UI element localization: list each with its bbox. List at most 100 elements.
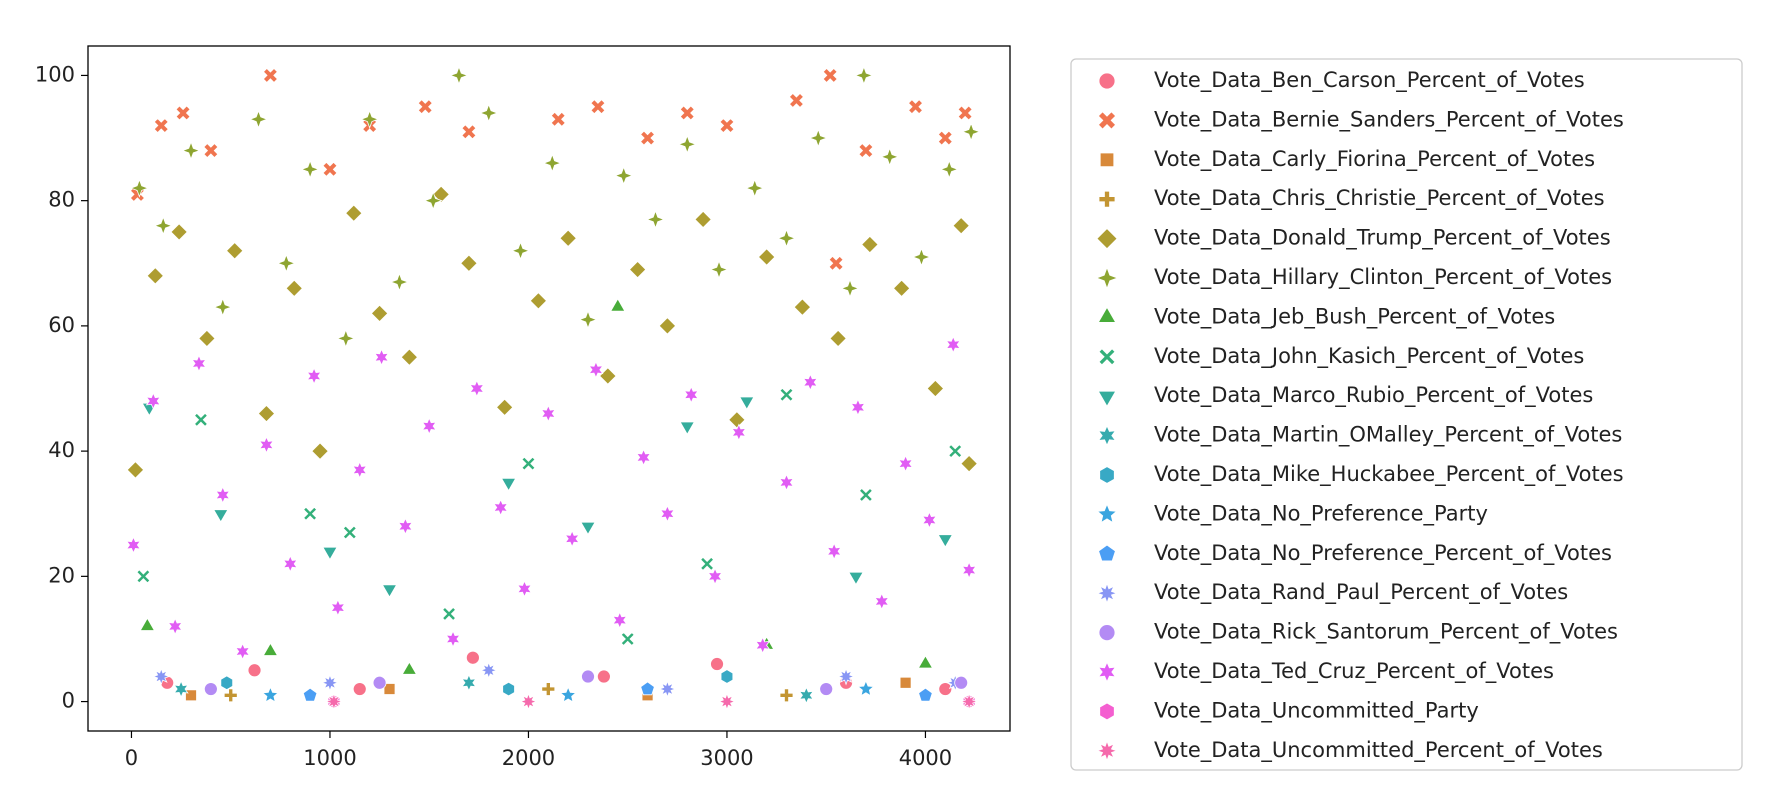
point: [640, 681, 655, 696]
point: [460, 254, 478, 272]
point: [282, 555, 298, 573]
point: [146, 267, 164, 285]
point: [578, 310, 598, 330]
legend-label: Vote_Data_Ben_Carson_Percent_of_Votes: [1154, 68, 1585, 93]
point: [848, 571, 864, 586]
point: [220, 675, 234, 691]
point: [257, 404, 276, 423]
point: [778, 473, 795, 492]
point: [542, 153, 562, 173]
point: [153, 216, 173, 236]
point: [465, 650, 480, 665]
point: [659, 504, 676, 523]
point: [502, 681, 515, 697]
point: [258, 436, 275, 454]
legend-marker: [1098, 624, 1116, 641]
point: [423, 191, 443, 211]
point: [311, 442, 329, 460]
point: [198, 329, 216, 348]
point: [373, 348, 390, 366]
y-tick-label: 20: [48, 563, 75, 587]
point: [707, 567, 723, 586]
plot-frame: [87, 45, 1011, 732]
point: [612, 611, 628, 629]
y-tick-label: 60: [48, 313, 75, 337]
point: [559, 686, 577, 703]
point: [728, 411, 746, 429]
point: [342, 525, 357, 540]
point: [679, 421, 695, 435]
point: [826, 542, 842, 561]
point: [614, 165, 634, 186]
point: [360, 109, 380, 129]
point: [519, 692, 538, 711]
point: [926, 379, 945, 398]
point: [181, 140, 201, 161]
legend-marker: [1098, 544, 1116, 562]
x-tick-label: 4000: [899, 746, 952, 770]
point: [918, 687, 933, 702]
point: [479, 103, 499, 123]
point: [960, 692, 979, 711]
legend-marker: [1097, 306, 1117, 323]
legend-marker: [1099, 466, 1115, 484]
point: [510, 241, 531, 261]
legend: Vote_Data_Ben_Carson_Percent_of_Votes Vot…: [1070, 58, 1743, 771]
point: [389, 272, 410, 292]
legend-label: Vote_Data_No_Preference_Party: [1154, 501, 1488, 526]
point: [776, 228, 797, 248]
point: [683, 385, 699, 404]
point: [167, 617, 183, 636]
point: [262, 67, 278, 83]
point: [808, 128, 828, 148]
point: [911, 247, 932, 267]
point: [897, 454, 914, 473]
point: [948, 444, 963, 459]
point: [850, 398, 866, 417]
point: [401, 661, 418, 675]
point: [599, 367, 617, 385]
point: [960, 454, 978, 473]
point: [336, 328, 356, 349]
point: [610, 298, 626, 312]
point: [191, 354, 207, 373]
legend-marker: [1097, 111, 1117, 130]
legend-label: Vote_Data_Mike_Huckabee_Percent_of_Votes: [1154, 462, 1624, 487]
legend-label: Vote_Data_Jeb_Bush_Percent_of_Votes: [1154, 304, 1555, 329]
legend-marker: [1095, 266, 1119, 290]
y-tick-label: 40: [48, 438, 75, 462]
point: [899, 676, 912, 689]
point: [700, 556, 715, 571]
point: [937, 534, 954, 548]
point: [248, 109, 269, 129]
point: [822, 67, 838, 83]
point: [837, 667, 856, 686]
point: [175, 105, 191, 121]
point: [370, 304, 389, 323]
point: [306, 367, 322, 385]
point: [262, 642, 279, 656]
point: [235, 642, 251, 661]
point: [300, 159, 320, 179]
point: [819, 682, 834, 696]
point: [828, 255, 844, 271]
legend-marker: [1097, 425, 1117, 447]
point: [945, 335, 961, 354]
point: [957, 105, 973, 121]
point: [225, 242, 244, 260]
point: [710, 657, 724, 671]
legend-label: Vote_Data_Donald_Trump_Percent_of_Votes: [1154, 226, 1611, 251]
point: [276, 253, 296, 273]
point: [170, 223, 188, 241]
point: [550, 111, 566, 127]
y-tick-label: 80: [48, 188, 75, 212]
point: [559, 229, 577, 247]
point: [322, 546, 338, 561]
point: [880, 147, 900, 167]
point: [939, 159, 959, 179]
points: [125, 65, 981, 711]
point: [952, 217, 970, 235]
point: [461, 673, 477, 692]
legend-marker: [1099, 702, 1115, 721]
point: [709, 259, 729, 280]
